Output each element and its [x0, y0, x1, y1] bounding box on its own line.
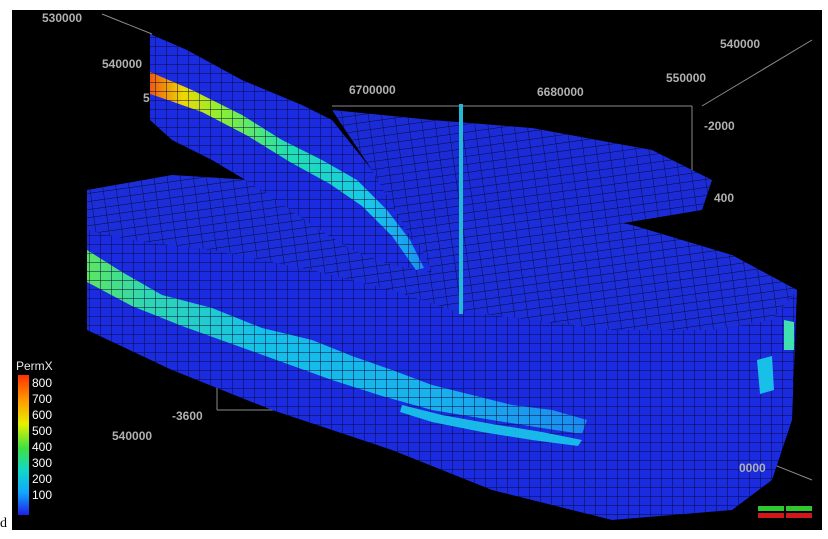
legend-tick: 300 — [32, 456, 53, 470]
axis-label-br-0000: 0000 — [739, 461, 766, 475]
reservoir-scene[interactable]: 530000 540000 5 6700000 6680000 540000 5… — [12, 10, 822, 530]
toggle-green-left[interactable] — [758, 506, 784, 511]
legend-title: PermX — [16, 359, 53, 373]
3d-viewport[interactable]: 530000 540000 5 6700000 6680000 540000 5… — [12, 10, 822, 530]
axis-label-tl-530000: 530000 — [42, 11, 82, 25]
axis-label-top-6700000: 6700000 — [349, 83, 396, 97]
vertical-well-icon[interactable] — [459, 104, 463, 314]
toggle-red-left[interactable] — [758, 513, 784, 518]
axis-label-tl-540000: 540000 — [102, 57, 142, 71]
legend-tick: 100 — [32, 488, 53, 502]
legend-tick: 500 — [32, 424, 53, 438]
legend-tick: 400 — [32, 440, 53, 454]
axis-label-right-400: 400 — [714, 191, 734, 205]
legend-color-bar — [18, 375, 29, 515]
axis-label-tl-5: 5 — [143, 91, 150, 105]
lower-reservoir-block — [87, 175, 797, 520]
toggle-red-right[interactable] — [786, 513, 812, 518]
axis-label-tr-550000: 550000 — [666, 71, 706, 85]
corner-glyph: d — [0, 516, 7, 531]
axis-label-bottom-minus3600: -3600 — [172, 409, 203, 423]
legend-tick: 800 — [32, 376, 53, 390]
axis-label-top-6680000: 6680000 — [537, 85, 584, 99]
legend-tick: 700 — [32, 392, 53, 406]
axis-labels: 530000 540000 5 6700000 6680000 540000 5… — [42, 11, 766, 475]
legend-tick: 600 — [32, 408, 53, 422]
axis-label-tr-540000: 540000 — [720, 37, 760, 51]
axis-toggle-icon[interactable] — [758, 506, 812, 520]
upper-fault-block — [150, 34, 712, 272]
axis-label-right-minus2000: -2000 — [704, 119, 735, 133]
axis-label-bottom-540000: 540000 — [112, 429, 152, 443]
toggle-green-right[interactable] — [786, 506, 812, 511]
legend-tick: 200 — [32, 472, 53, 486]
